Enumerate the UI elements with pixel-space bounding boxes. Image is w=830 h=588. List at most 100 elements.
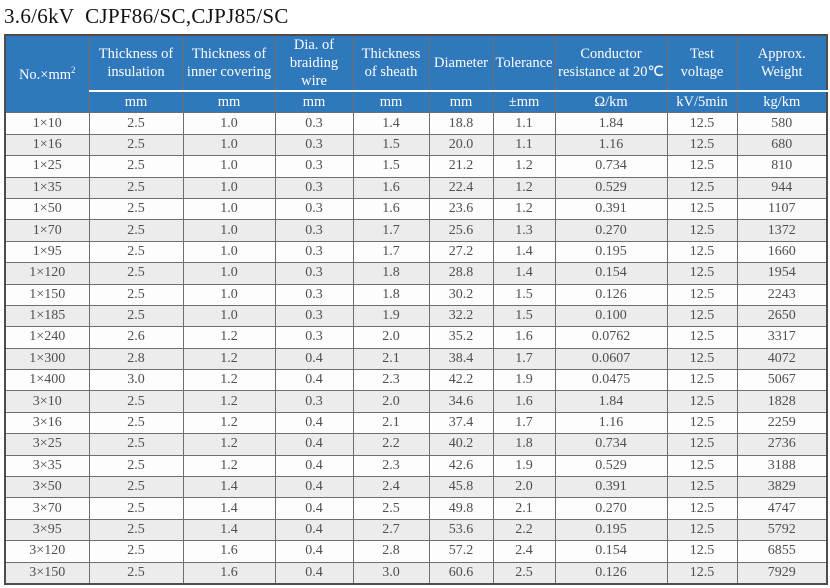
spec-value-cell: 1.6	[182, 561, 276, 585]
spec-value-cell: 2.5	[88, 197, 184, 221]
spec-value-cell: 12.5	[666, 433, 738, 456]
spec-value-cell: 2.8	[88, 347, 184, 371]
spec-value-cell: 12.5	[666, 476, 738, 499]
row-size-label: 1×16	[4, 133, 90, 157]
spec-value-cell: 60.6	[428, 561, 494, 585]
spec-value-cell: 12.5	[666, 561, 738, 585]
column-unit: mm	[182, 90, 276, 114]
spec-value-cell: 0.3	[274, 176, 354, 199]
spec-value-cell: 57.2	[428, 540, 494, 563]
spec-value-cell: 2.8	[352, 540, 430, 563]
spec-value-cell: 45.8	[428, 476, 494, 499]
spec-value-cell: 2.5	[352, 497, 430, 520]
spec-value-cell: 2650	[736, 304, 828, 328]
spec-value-cell: 1.7	[492, 411, 556, 435]
spec-value-cell: 2.5	[88, 518, 184, 542]
spec-value-cell: 1.5	[492, 283, 556, 306]
spec-value-cell: 5792	[736, 518, 828, 542]
spec-value-cell: 2.5	[88, 133, 184, 157]
spec-value-cell: 2.5	[88, 304, 184, 328]
table-row: 3×150 2.5 1.6 0.4 3.0 60.6 2.5 0.126 12.5 7929	[4, 561, 828, 585]
spec-value-cell: 20.0	[428, 133, 494, 157]
spec-value-cell: 1.9	[492, 369, 556, 392]
spec-value-cell: 1.7	[492, 347, 556, 371]
spec-value-cell: 1.0	[182, 304, 276, 328]
spec-value-cell: 2.2	[352, 433, 430, 456]
column-header: Tolerance	[492, 34, 556, 92]
spec-value-cell: 1.6	[182, 540, 276, 563]
table-row: 1×400 3.0 1.2 0.4 2.3 42.2 1.9 0.0475 12.5 5067	[4, 369, 828, 392]
column-header: No.×mm2	[4, 34, 90, 114]
row-size-label: 1×120	[4, 262, 90, 285]
spec-value-cell: 23.6	[428, 197, 494, 221]
spec-value-cell: 12.5	[666, 454, 738, 478]
column-unit: kV/5min	[666, 90, 738, 114]
spec-value-cell: 0.3	[274, 112, 354, 135]
table-row: 1×35 2.5 1.0 0.3 1.6 22.4 1.2 0.529 12.5 944	[4, 176, 828, 199]
spec-value-cell: 2.5	[88, 262, 184, 285]
table-row: 1×16 2.5 1.0 0.3 1.5 20.0 1.1 1.16 12.5 680	[4, 133, 828, 157]
spec-value-cell: 0.3	[274, 390, 354, 413]
spec-value-cell: 2.5	[88, 176, 184, 199]
spec-value-cell: 1.0	[182, 133, 276, 157]
page-title: 3.6/6kV CJPF86/SC,CJPJ85/SC	[4, 4, 289, 28]
spec-value-cell: 12.5	[666, 411, 738, 435]
spec-value-cell: 0.529	[554, 454, 668, 478]
spec-value-cell: 2.5	[88, 476, 184, 499]
spec-value-cell: 1.4	[182, 476, 276, 499]
column-unit: mm	[352, 90, 430, 114]
spec-value-cell: 2.1	[352, 411, 430, 435]
spec-value-cell: 2.5	[88, 240, 184, 264]
spec-value-cell: 37.4	[428, 411, 494, 435]
column-header-superscript: 2	[71, 64, 76, 75]
spec-value-cell: 1.6	[352, 176, 430, 199]
spec-value-cell: 1.0	[182, 155, 276, 178]
spec-value-cell: 1.2	[182, 433, 276, 456]
spec-table-header: No.×mm2 Thickness of insulation Thickness …	[4, 34, 828, 114]
spec-value-cell: 1.2	[492, 197, 556, 221]
spec-value-cell: 2.5	[88, 433, 184, 456]
spec-value-cell: 944	[736, 176, 828, 199]
spec-value-cell: 2.1	[352, 347, 430, 371]
spec-value-cell: 2.5	[492, 561, 556, 585]
spec-value-cell: 1.8	[352, 283, 430, 306]
spec-value-cell: 1828	[736, 390, 828, 413]
spec-value-cell: 2259	[736, 411, 828, 435]
spec-value-cell: 30.2	[428, 283, 494, 306]
spec-value-cell: 53.6	[428, 518, 494, 542]
spec-value-cell: 0.4	[274, 497, 354, 520]
spec-value-cell: 12.5	[666, 240, 738, 264]
spec-value-cell: 0.4	[274, 411, 354, 435]
spec-value-cell: 2.3	[352, 454, 430, 478]
spec-value-cell: 0.734	[554, 433, 668, 456]
spec-value-cell: 1.0	[182, 197, 276, 221]
spec-value-cell: 2.5	[88, 411, 184, 435]
spec-value-cell: 12.5	[666, 155, 738, 178]
spec-value-cell: 1.2	[182, 454, 276, 478]
spec-value-cell: 1.6	[492, 390, 556, 413]
table-row: 1×240 2.6 1.2 0.3 2.0 35.2 1.6 0.0762 12.5 3317	[4, 326, 828, 349]
row-size-label: 1×70	[4, 219, 90, 242]
spec-value-cell: 3.0	[88, 369, 184, 392]
column-header: Thickness of insulation	[88, 34, 184, 92]
spec-value-cell: 49.8	[428, 497, 494, 520]
spec-value-cell: 28.8	[428, 262, 494, 285]
column-header: Approx. Weight	[736, 34, 828, 92]
spec-value-cell: 2.5	[88, 155, 184, 178]
spec-value-cell: 2.6	[88, 326, 184, 349]
spec-value-cell: 1954	[736, 262, 828, 285]
spec-value-cell: 0.3	[274, 133, 354, 157]
spec-value-cell: 1.0	[182, 283, 276, 306]
spec-value-cell: 1.8	[352, 262, 430, 285]
column-header: Diameter	[428, 34, 494, 92]
spec-value-cell: 1372	[736, 219, 828, 242]
table-row: 1×70 2.5 1.0 0.3 1.7 25.6 1.3 0.270 12.5 1372	[4, 219, 828, 242]
spec-value-cell: 3.0	[352, 561, 430, 585]
spec-value-cell: 12.5	[666, 197, 738, 221]
spec-sheet-page: 3.6/6kV CJPF86/SC,CJPJ85/SC No.×mm2 Thick…	[0, 3, 830, 588]
row-size-label: 1×10	[4, 112, 90, 135]
spec-value-cell: 2.3	[352, 369, 430, 392]
spec-value-cell: 0.3	[274, 304, 354, 328]
row-size-label: 1×185	[4, 304, 90, 328]
row-size-label: 1×150	[4, 283, 90, 306]
